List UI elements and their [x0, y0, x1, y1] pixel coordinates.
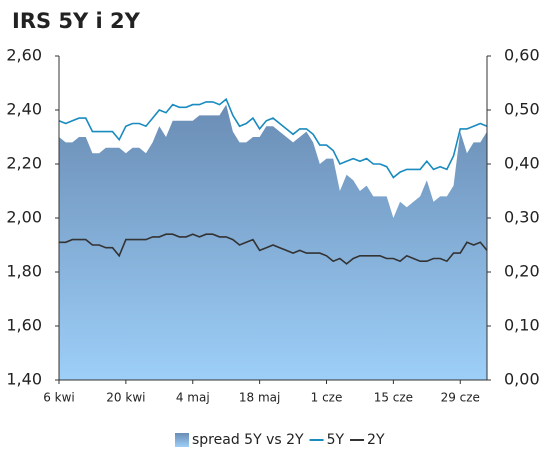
x-tick-label: 29 cze: [441, 391, 480, 405]
legend-swatch: [175, 433, 189, 447]
legend-label: 5Y: [327, 432, 345, 448]
y-tick-label: 2,00: [6, 208, 42, 227]
legend-label: 2Y: [367, 432, 385, 448]
line-5y: [58, 97, 488, 179]
y2-tick-label: 0,40: [504, 154, 540, 173]
y2-tick-label: 0,50: [504, 100, 540, 119]
x-tick-label: 1 cze: [311, 391, 343, 405]
y-tick-label: 2,40: [6, 100, 42, 119]
y2-tick-label: 0,10: [504, 316, 540, 335]
y2-tick-label: 0,60: [504, 46, 540, 65]
y-tick-label: 1,40: [6, 370, 42, 389]
y2-tick-label: 0,30: [504, 208, 540, 227]
x-tick-label: 20 kwi: [106, 391, 145, 405]
x-tick-label: 15 cze: [374, 391, 413, 405]
y-tick-label: 2,20: [6, 154, 42, 173]
spread-area: [59, 104, 487, 380]
x-tick-label: 18 maj: [239, 391, 280, 405]
x-tick-label: 6 kwi: [43, 391, 75, 405]
line-2y: [59, 233, 488, 265]
legend-label: spread 5Y vs 2Y: [192, 432, 304, 448]
y-tick-label: 2,60: [6, 46, 42, 65]
x-tick-label: 4 maj: [176, 391, 210, 405]
y2-tick-label: 0,20: [504, 262, 540, 281]
y-tick-label: 1,60: [6, 316, 42, 335]
y2-tick-label: 0,00: [504, 370, 540, 389]
y-tick-label: 1,80: [6, 262, 42, 281]
chart-title: IRS 5Y i 2Y: [12, 9, 141, 33]
